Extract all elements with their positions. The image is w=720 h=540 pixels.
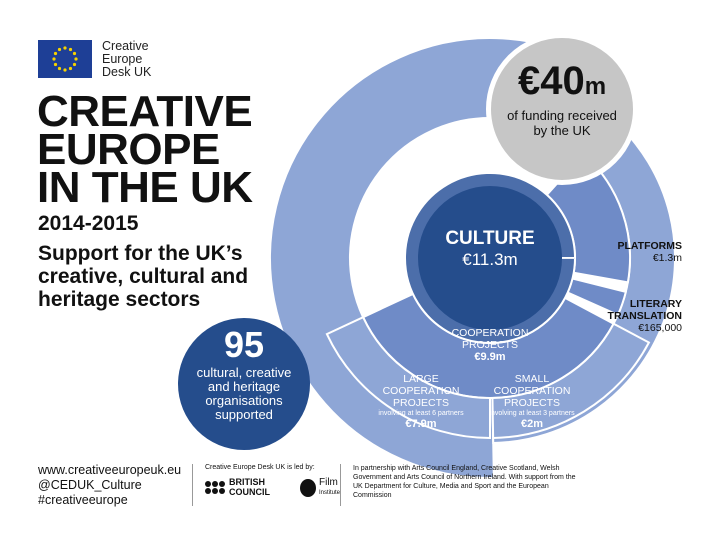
total-funding-circle: €40m of funding received by the UK (486, 33, 638, 185)
large-line-3: PROJECTS (392, 397, 449, 409)
subtitle-line-2: creative, cultural and (38, 265, 249, 288)
organisations-badge: 95 cultural, creative and heritage organ… (178, 318, 310, 450)
logo-text: Creative Europe Desk UK (102, 40, 151, 79)
culture-center: CULTURE €11.3m (428, 228, 552, 270)
footer-divider-2 (340, 464, 341, 506)
literary-line-2: TRANSLATION (607, 310, 682, 322)
small-line-3: PROJECTS (503, 397, 560, 409)
years: 2014-2015 (38, 212, 139, 235)
subtitle-line-1: Support for the UK’s (38, 242, 243, 265)
total-line-1: of funding received (507, 108, 617, 123)
british-council-line-2: COUNCIL (229, 487, 270, 497)
cooperation-value: €9.9m (474, 351, 506, 363)
logo-line-3: Desk UK (102, 65, 152, 79)
page-title: CREATIVE EUROPE IN THE UK (37, 87, 253, 212)
bfi-line-2: Institute (319, 490, 341, 496)
large-value: €7.9m (405, 418, 437, 430)
bfi-logo: Film Institute (300, 478, 340, 498)
small-value: €2m (520, 418, 544, 430)
literary-value: €165,000 (638, 322, 682, 334)
hashtag[interactable]: #creativeeurope (38, 493, 128, 507)
small-line-2: COOPERATION (493, 385, 571, 397)
total-line-2: by the UK (533, 123, 591, 138)
subtitle: Support for the UK’s creative, cultural … (38, 242, 338, 311)
large-note: involving at least 6 partners (378, 410, 464, 417)
small-cooperation-segment (491, 322, 651, 439)
culture-value: €11.3m (462, 250, 518, 269)
logo-line-1: Creative (102, 39, 149, 53)
cooperation-line-1: COOPERATION (451, 327, 529, 339)
organisations-line-2: and heritage (207, 379, 281, 394)
logo-line-2: Europe (102, 52, 143, 66)
small-note: involving at least 3 partners (489, 410, 575, 417)
partnership-text: In partnership with Arts Council England… (353, 465, 576, 499)
literary-line-1: LITERARY (629, 298, 682, 310)
led-by-text: Creative Europe Desk UK is led by: (205, 464, 315, 471)
large-cooperation-label: LARGE COOPERATION PROJECTS involving at … (372, 373, 470, 430)
large-line-1: LARGE (403, 373, 439, 385)
organisations-line-4: supported (215, 407, 273, 422)
platforms-value: €1.3m (652, 252, 682, 264)
cooperation-label: COOPERATION PROJECTS €9.9m (430, 327, 550, 363)
small-cooperation-label: SMALL COOPERATION PROJECTS involving at … (482, 373, 582, 430)
platforms-title: PLATFORMS (617, 240, 682, 252)
cooperation-line-2: PROJECTS (461, 339, 518, 351)
bfi-mark-icon (300, 479, 316, 497)
total-amount: €40 (517, 59, 585, 103)
organisations-line-3: organisations (205, 393, 283, 408)
eu-flag-icon (38, 40, 92, 78)
bfi-line-1: Film (319, 477, 338, 488)
organisations-line-1: cultural, creative (196, 365, 292, 380)
small-line-1: SMALL (514, 373, 550, 385)
title-line-2: EUROPE (37, 125, 220, 174)
title-line-1: CREATIVE (37, 87, 253, 136)
creative-europe-logo: Creative Europe Desk UK (38, 40, 151, 79)
footer-links: www.creativeeuropeuk.eu @CEDUK_Culture #… (38, 463, 181, 508)
organisations-count: 95 (223, 324, 265, 365)
total-unit: m (584, 73, 607, 100)
subtitle-line-3: heritage sectors (38, 288, 201, 311)
large-line-2: COOPERATION (382, 385, 460, 397)
footer-divider-1 (192, 464, 193, 506)
culture-label: CULTURE (445, 228, 535, 249)
platforms-label: PLATFORMS €1.3m (600, 240, 682, 264)
twitter-handle[interactable]: @CEDUK_Culture (38, 478, 142, 492)
british-council-dots-icon (205, 480, 225, 494)
culture-center-circle (418, 186, 562, 330)
website-link[interactable]: www.creativeeuropeuk.eu (38, 463, 182, 477)
british-council-logo: BRITISH COUNCIL (205, 477, 270, 497)
british-council-line-1: BRITISH (229, 477, 265, 487)
title-line-3: IN THE UK (37, 163, 253, 212)
large-cooperation-segment (325, 315, 491, 440)
literary-translation-label: LITERARY TRANSLATION €165,000 (600, 298, 682, 334)
